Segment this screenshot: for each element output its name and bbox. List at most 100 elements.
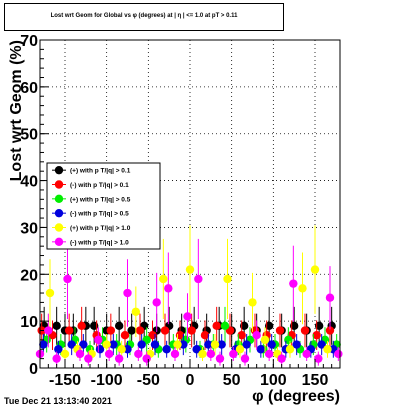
data-point xyxy=(314,354,323,363)
data-point xyxy=(114,354,124,363)
data-point xyxy=(256,345,266,354)
legend-label: (+) with p T/|q| > 0.1 xyxy=(70,168,131,175)
data-point xyxy=(240,354,250,363)
data-point xyxy=(289,279,298,288)
data-point xyxy=(102,340,111,349)
data-point xyxy=(215,354,225,363)
data-point xyxy=(137,340,146,349)
x-tick-label: 50 xyxy=(223,372,241,389)
legend-marker xyxy=(54,194,64,204)
data-point xyxy=(79,340,88,349)
data-point xyxy=(64,326,74,335)
data-point xyxy=(123,345,132,354)
footer-date: Tue Dec 21 13:13:40 2021 xyxy=(4,396,112,406)
data-point xyxy=(298,284,307,293)
legend-label: (+) with p T/|q| > 1.0 xyxy=(70,225,131,232)
y-tick-label: 40 xyxy=(20,174,38,191)
y-tick-label: 30 xyxy=(20,220,38,237)
data-point xyxy=(235,345,245,354)
data-point xyxy=(204,340,213,349)
legend-label: (+) with p T/|q| > 0.5 xyxy=(70,196,131,203)
legend-box xyxy=(46,162,161,250)
x-tick-label: 0 xyxy=(186,372,195,389)
data-point xyxy=(77,321,86,331)
y-tick-label: 0 xyxy=(29,361,38,378)
legend-marker xyxy=(54,180,64,189)
data-point xyxy=(104,349,114,359)
legend-marker xyxy=(54,208,64,218)
data-point xyxy=(45,288,55,298)
data-point xyxy=(277,354,286,363)
data-point xyxy=(267,340,276,349)
legend: (+) with p T/|q| > 0.1 (-) with p T/|q| >… xyxy=(46,162,161,250)
data-point xyxy=(325,293,335,302)
data-point xyxy=(109,340,118,349)
x-tick-label: -150 xyxy=(49,372,81,389)
data-point xyxy=(173,340,182,349)
x-tick-label: -100 xyxy=(91,372,123,389)
data-point xyxy=(252,331,261,340)
data-point xyxy=(183,312,192,321)
data-point xyxy=(75,349,85,359)
x-axis-label: φ (degrees) xyxy=(252,388,340,405)
data-point xyxy=(237,331,246,340)
data-marks xyxy=(35,225,343,366)
data-point xyxy=(52,354,61,363)
data-point xyxy=(54,345,63,354)
data-point xyxy=(114,321,124,331)
data-point xyxy=(220,321,230,331)
data-point xyxy=(106,326,116,335)
data-point xyxy=(162,345,171,354)
legend-label: (-) with p T/|q| > 0.5 xyxy=(70,211,129,218)
data-point xyxy=(84,354,93,363)
data-point xyxy=(94,335,103,345)
data-point xyxy=(260,335,270,345)
chart-title-box: Lost wrt Geom for Global vs φ (degrees) … xyxy=(4,3,284,31)
data-point xyxy=(194,274,203,284)
data-point xyxy=(264,349,274,359)
data-point xyxy=(275,326,285,335)
x-tick-label: 100 xyxy=(260,372,287,389)
data-point xyxy=(39,340,48,349)
data-point xyxy=(160,326,170,335)
data-point xyxy=(285,345,295,354)
data-point xyxy=(200,331,210,340)
y-tick-label: 20 xyxy=(20,267,38,284)
data-point xyxy=(229,349,238,359)
data-point xyxy=(60,349,70,359)
y-tick-label: 60 xyxy=(20,80,38,97)
data-point xyxy=(63,274,72,284)
data-point xyxy=(300,326,310,335)
data-point xyxy=(312,331,321,340)
data-point xyxy=(135,326,145,335)
data-point xyxy=(123,288,132,298)
data-point xyxy=(242,340,251,349)
legend-marker xyxy=(54,165,64,175)
data-point xyxy=(127,326,136,335)
y-tick-label: 70 xyxy=(20,33,38,50)
data-point xyxy=(223,274,232,284)
data-point xyxy=(44,326,53,335)
data-point xyxy=(131,307,141,316)
data-point xyxy=(210,340,220,349)
chart-title: Lost wrt Geom for Global vs φ (degrees) … xyxy=(50,13,238,19)
data-point xyxy=(185,265,195,274)
data-point xyxy=(192,345,201,354)
y-tick-label: 50 xyxy=(20,127,38,144)
y-axis-label: Lost wrt Geom (%) xyxy=(8,40,25,181)
data-point xyxy=(198,349,207,359)
data-point xyxy=(170,349,180,359)
data-point xyxy=(142,354,151,363)
axis-ticks: -150 -100 -50 0 50 100 150 0 10 20 30 40 50 60 70 xyxy=(20,33,341,389)
data-point xyxy=(152,298,161,307)
data-point xyxy=(134,349,143,359)
data-point xyxy=(292,340,301,349)
legend-marker xyxy=(54,223,64,232)
data-point xyxy=(310,265,320,274)
data-point xyxy=(323,345,332,354)
data-point xyxy=(159,274,168,284)
data-point xyxy=(206,349,216,359)
data-point xyxy=(164,284,173,293)
data-point xyxy=(150,340,160,349)
